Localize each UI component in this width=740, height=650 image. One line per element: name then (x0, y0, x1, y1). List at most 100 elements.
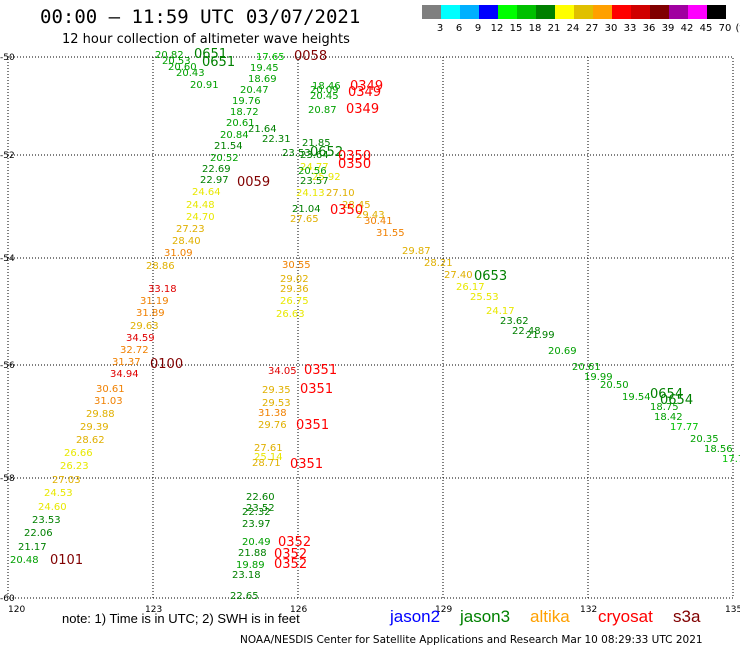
legend-tick: 27 (585, 23, 599, 34)
legend-tick: 6 (455, 23, 463, 34)
mission-label-jason3: jason3 (460, 607, 511, 626)
swh-value: 19.76 (232, 96, 261, 107)
swh-value: 19.54 (622, 392, 651, 403)
swh-value: 29.36 (280, 284, 309, 295)
swh-value: 29.63 (130, 321, 159, 332)
pass-id-label: 0349 (350, 79, 383, 94)
swh-value: 25.14 (254, 452, 283, 463)
swh-value: 23.52 (246, 503, 275, 514)
lat-tick-label: -58 (0, 474, 15, 484)
pass-id-label: 0352 (274, 557, 307, 572)
swh-value: 28.86 (146, 261, 175, 272)
swh-value: 28.21 (424, 258, 453, 269)
swh-value: 22.97 (200, 175, 229, 186)
swh-value: 17.65 (256, 52, 285, 63)
swh-value: 20.47 (240, 85, 269, 96)
swh-value: 22.48 (512, 326, 541, 337)
swh-value: 18.75 (650, 402, 679, 413)
pass-id-label: 0352 (274, 547, 307, 562)
pass-id-label: 0652 (310, 145, 343, 160)
mission-label-s3a: s3a (673, 607, 701, 626)
swh-value: 28.71 (252, 458, 281, 469)
swh-value: 28.62 (76, 435, 105, 446)
swh-value: 20.60 (168, 62, 197, 73)
map-subtitle: 12 hour collection of altimeter wave hei… (62, 32, 350, 47)
pass-id-label: 0351 (300, 382, 333, 397)
swh-value: 24.53 (44, 488, 73, 499)
swh-value: 23.97 (242, 519, 271, 530)
swh-value: 22.65 (230, 591, 259, 602)
swh-value: 20.50 (600, 380, 629, 391)
swh-value: 20.82 (155, 50, 184, 61)
lat-tick-label: -52 (0, 151, 15, 161)
swh-value: 20.48 (10, 555, 39, 566)
pass-id-label: 0651 (194, 47, 227, 62)
swh-value: 29.39 (80, 422, 109, 433)
swh-value: 32.72 (120, 345, 149, 356)
legend-unit: (ft) (735, 23, 740, 34)
swh-value: 31.38 (258, 408, 287, 419)
swh-value: 27.03 (52, 475, 81, 486)
swh-value: 21.99 (526, 330, 555, 341)
pass-id-label: 0101 (50, 553, 83, 568)
swh-value: 34.59 (126, 333, 155, 344)
legend-swatch (593, 5, 612, 19)
pass-id-label: 0100 (150, 357, 183, 372)
legend-tick: 21 (547, 23, 561, 34)
legend-swatch (498, 5, 517, 19)
swh-value: 26.23 (60, 461, 89, 472)
swh-value: 29.35 (262, 385, 291, 396)
legend-tick: 24 (566, 23, 580, 34)
pass-id-label: 0654 (650, 387, 683, 402)
legend-swatch (536, 5, 555, 19)
swh-value: 29.53 (262, 398, 291, 409)
lat-tick-label: -54 (0, 254, 15, 264)
swh-value: 20.61 (226, 118, 255, 129)
pass-id-label: 0350 (338, 149, 371, 164)
mission-label-altika: altika (530, 607, 570, 626)
swh-value: 26.17 (456, 282, 485, 293)
swh-value: 24.13 (296, 188, 325, 199)
legend-swatch (479, 5, 498, 19)
pass-id-label: 0349 (348, 85, 381, 100)
legend-tick: 18 (528, 23, 542, 34)
pass-id-label: 0349 (346, 102, 379, 117)
swh-value: 31.19 (140, 296, 169, 307)
swh-value: 25.53 (470, 292, 499, 303)
pass-id-label: 0351 (296, 418, 329, 433)
swh-value: 34.05 (268, 366, 297, 377)
swh-value: 33.18 (148, 284, 177, 295)
swh-value: 29.87 (402, 246, 431, 257)
swh-value: 18.56 (704, 444, 733, 455)
legend-swatch (574, 5, 593, 19)
swh-value: 30.55 (282, 260, 311, 271)
legend-swatch (631, 5, 650, 19)
swh-value: 28.45 (342, 200, 371, 211)
legend-swatch (460, 5, 479, 19)
pass-id-label: 0058 (294, 49, 327, 64)
swh-value: 20.09 (310, 85, 339, 96)
swh-value: 30.41 (364, 216, 393, 227)
swh-value: 24.64 (192, 187, 221, 198)
swh-value: 18.72 (230, 107, 259, 118)
lat-tick-label: -50 (0, 53, 15, 63)
legend-tick: 33 (623, 23, 637, 34)
swh-value: 23.18 (232, 570, 261, 581)
pass-id-label: 0654 (660, 393, 693, 408)
pass-id-label: 0350 (338, 157, 371, 172)
swh-value: 20.43 (176, 68, 205, 79)
swh-value: 22.60 (246, 492, 275, 503)
legend-swatch (441, 5, 460, 19)
swh-value: 31.09 (164, 248, 193, 259)
swh-value: 24.70 (186, 212, 215, 223)
swh-value: 28.40 (172, 236, 201, 247)
mission-label-cryosat: cryosat (598, 607, 653, 626)
swh-value: 21.88 (238, 548, 267, 559)
swh-value: 18.69 (248, 74, 277, 85)
swh-value: 22.06 (24, 528, 53, 539)
swh-value: 29.76 (258, 420, 287, 431)
swh-value: 20.35 (690, 434, 719, 445)
swh-value: 31.37 (112, 357, 141, 368)
swh-value: 18.42 (654, 412, 683, 423)
swh-value: 17.73 (722, 454, 740, 465)
